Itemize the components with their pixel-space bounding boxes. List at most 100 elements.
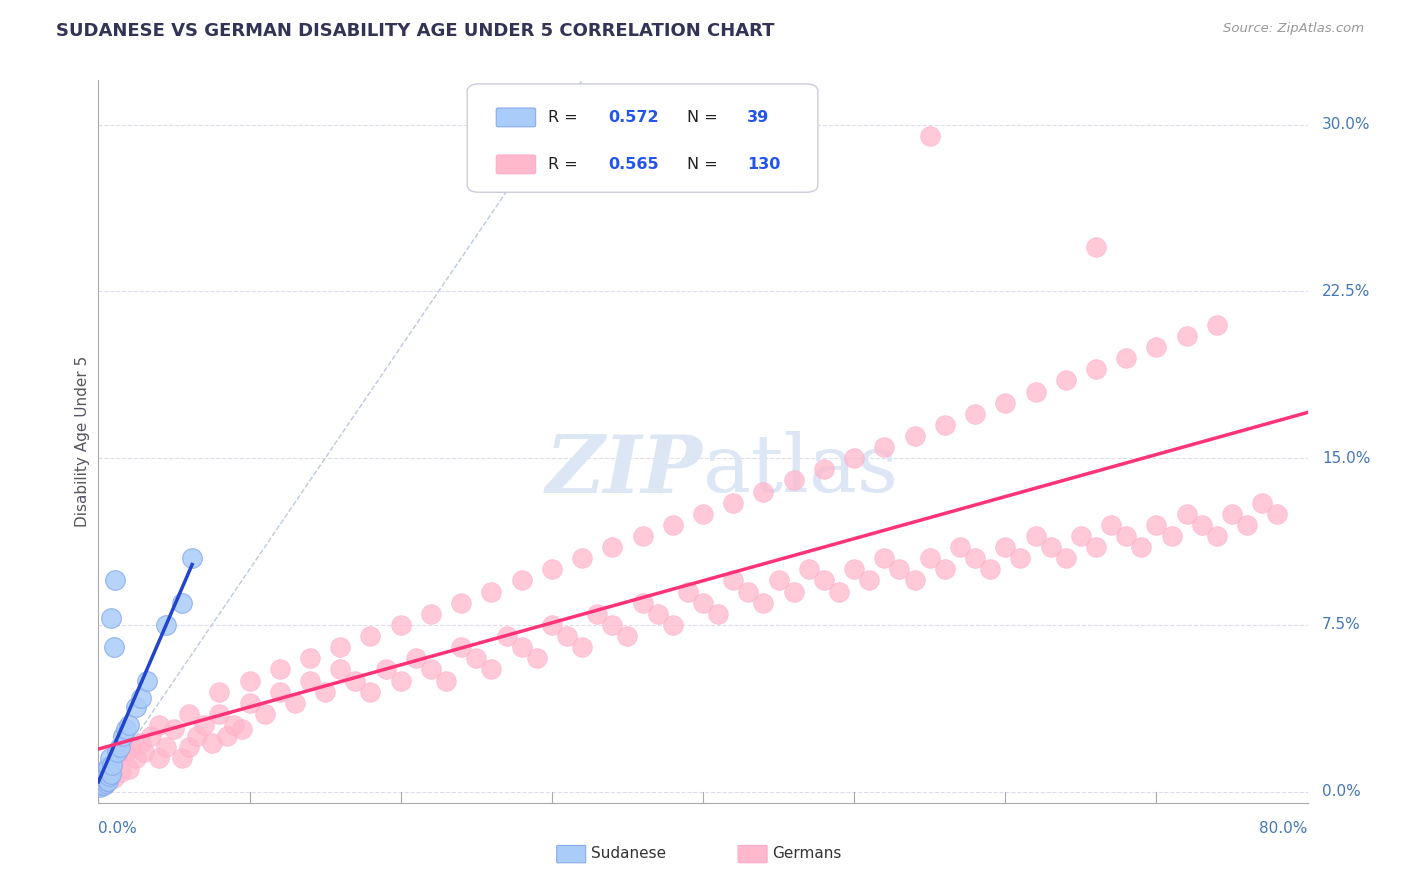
Point [170,596,193,610]
Point [844,562,866,576]
Point [224,718,246,732]
Point [631,596,654,610]
Point [91,772,114,786]
Text: atlas: atlas [703,432,898,509]
Point [692,596,714,610]
Text: Source: ZipAtlas.com: Source: ZipAtlas.com [1223,22,1364,36]
Point [141,729,163,743]
Point [934,562,956,576]
Point [1130,540,1153,554]
Point [155,740,177,755]
Point [1115,351,1137,366]
Point [97,773,120,788]
Point [1206,529,1229,543]
Point [965,407,987,421]
Point [783,584,806,599]
Point [797,562,820,576]
Point [111,729,134,743]
Point [1236,517,1258,532]
Point [510,640,533,655]
Point [91,773,114,788]
Point [101,758,124,772]
FancyBboxPatch shape [467,84,818,193]
Point [555,629,578,643]
FancyBboxPatch shape [557,846,586,863]
Point [1024,384,1046,399]
Point [1039,540,1062,554]
Point [1085,362,1108,376]
Point [360,684,382,698]
Point [873,440,896,454]
Point [108,740,131,755]
Point [1010,551,1032,566]
Text: 0.572: 0.572 [609,110,659,125]
Point [91,776,114,790]
Point [231,723,253,737]
Point [96,767,118,781]
Point [114,723,136,737]
Point [949,540,972,554]
Point [602,618,624,632]
Y-axis label: Disability Age Under 5: Disability Age Under 5 [75,356,90,527]
Point [586,607,609,621]
Point [934,417,956,432]
Text: SUDANESE VS GERMAN DISABILITY AGE UNDER 5 CORRELATION CHART: SUDANESE VS GERMAN DISABILITY AGE UNDER … [56,22,775,40]
Point [132,745,155,759]
Point [98,751,121,765]
Point [94,773,117,788]
Point [389,618,412,632]
Point [481,662,503,676]
Point [465,651,488,665]
Point [904,574,927,588]
Point [239,696,262,710]
Text: 15.0%: 15.0% [1322,450,1371,466]
Point [994,395,1017,409]
Point [979,562,1001,576]
Point [918,551,941,566]
Point [450,596,472,610]
Point [631,529,654,543]
Point [858,574,880,588]
Point [105,751,128,765]
Point [100,611,122,625]
Point [163,723,186,737]
Point [389,673,412,688]
Point [208,706,231,721]
Point [329,662,352,676]
Text: 22.5%: 22.5% [1322,284,1371,299]
Point [434,673,457,688]
Point [647,607,669,621]
Point [299,673,322,688]
Point [360,629,382,643]
Text: R =: R = [548,110,582,125]
Point [420,607,443,621]
Point [129,736,152,750]
Point [813,574,835,588]
Point [100,767,122,781]
Point [90,776,112,790]
Point [1024,529,1046,543]
Point [89,780,111,795]
Point [91,769,114,783]
Point [1085,540,1108,554]
Point [125,751,148,765]
Point [114,745,136,759]
Point [103,772,125,786]
Point [1175,329,1198,343]
Point [450,640,472,655]
Point [571,640,593,655]
Point [96,772,118,786]
Point [129,691,152,706]
Point [269,662,291,676]
Point [495,629,517,643]
Point [889,562,911,576]
Point [752,596,775,610]
Point [510,574,533,588]
Text: 0.565: 0.565 [609,157,659,172]
Text: 130: 130 [747,157,780,172]
Point [93,772,115,786]
Point [314,684,336,698]
Point [179,740,201,755]
Text: 0.0%: 0.0% [98,821,138,836]
Text: Germans: Germans [772,846,841,861]
